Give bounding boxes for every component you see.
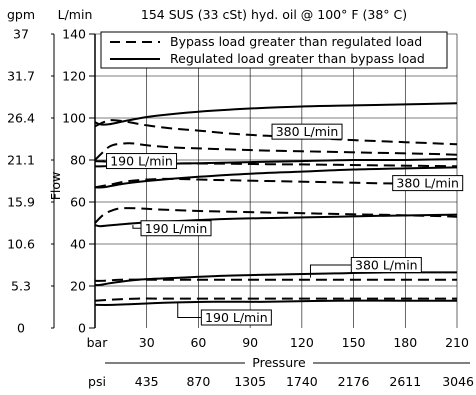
callout-box <box>200 309 272 326</box>
regulated-dominant-curve <box>94 271 458 287</box>
y-unit-secondary-label: gpm <box>7 7 35 22</box>
callout-label: 190 L/min <box>205 310 268 325</box>
y-tick-gpm-label: 37 <box>13 27 29 42</box>
legend-dashed-label: Bypass load greater than regulated load <box>170 34 422 49</box>
y-tick-label: 120 <box>62 69 86 84</box>
y-tick-label: 20 <box>70 279 86 294</box>
x-tick-label: 180 <box>393 335 417 350</box>
y-tick-label: 0 <box>78 321 86 336</box>
bypass-dominant-curve <box>94 297 457 302</box>
annotation-group: 380 L/min 190 L/min 380 L/min 190 L/min 380 … <box>103 123 464 326</box>
x-tick-psi-label: 435 <box>135 374 159 389</box>
legend: Bypass load greater than regulated load … <box>100 31 448 69</box>
callout-box <box>392 175 464 192</box>
x-tick-psi-label: 870 <box>186 374 210 389</box>
x-tick-psi-label: 2176 <box>338 374 370 389</box>
x-unit-secondary-label: psi <box>88 374 106 389</box>
legend-box <box>100 31 448 69</box>
x-unit-primary-label: bar <box>87 335 109 350</box>
y-tick-gpm-label: 10.6 <box>7 237 35 252</box>
y-axis-primary: 0 20 40 60 80 100 120 140 <box>62 27 95 336</box>
regulated-dominant-curve <box>94 299 457 306</box>
y-tick-gpm-label: 15.9 <box>7 195 35 210</box>
y-tick-label: 140 <box>62 27 86 42</box>
series-group <box>94 102 458 306</box>
callout-leader <box>132 225 142 229</box>
x-axis-primary: 30 60 90 120 150 180 210 <box>139 335 469 350</box>
y-tick-gpm-label: 0 <box>17 321 25 336</box>
x-tick-psi-label: 1305 <box>234 374 266 389</box>
y-axis-label: Flow <box>48 172 63 201</box>
x-axis-label: Pressure <box>252 355 306 370</box>
x-tick-psi-label: 3046 <box>442 374 474 389</box>
bypass-dominant-curve <box>94 119 458 146</box>
y-tick-gpm-label: 31.7 <box>7 69 35 84</box>
x-tick-label: 90 <box>242 335 258 350</box>
y-tick-label: 40 <box>70 237 86 252</box>
bypass-dominant-curve <box>94 177 458 189</box>
bypass-dominant-curve <box>94 207 458 224</box>
x-tick-label: 120 <box>290 335 314 350</box>
callout-label: 190 L/min <box>110 154 173 169</box>
y-tick-label: 60 <box>70 195 86 210</box>
callout-box <box>350 257 422 273</box>
y-tick-gpm-label: 21.1 <box>7 153 35 168</box>
chart-title: 154 SUS (33 cSt) hyd. oil @ 100° F (38° … <box>141 7 407 22</box>
x-axis-secondary: 435 870 1305 1740 2176 2611 3046 <box>135 374 474 389</box>
x-tick-label: 210 <box>445 335 469 350</box>
y-tick-label: 80 <box>70 153 86 168</box>
callout-label: 380 L/min <box>276 124 339 139</box>
bypass-dominant-curve <box>94 278 457 282</box>
callout-label: 380 L/min <box>355 258 418 273</box>
callout-leader <box>177 302 202 318</box>
x-tick-label: 60 <box>190 335 206 350</box>
x-tick-label: 30 <box>139 335 155 350</box>
y-tick-gpm-label: 5.3 <box>11 279 31 294</box>
regulated-dominant-curve <box>94 102 458 126</box>
callout-leader <box>309 264 352 278</box>
pressure-label-backdrop <box>245 355 313 371</box>
callout-box <box>140 220 212 237</box>
y-tick-label: 100 <box>62 111 86 126</box>
bypass-dominant-curve <box>94 142 458 161</box>
y-unit-primary-label: L/min <box>58 7 93 22</box>
callout-box <box>106 153 178 170</box>
x-tick-psi-label: 1740 <box>286 374 318 389</box>
x-tick-label: 150 <box>342 335 366 350</box>
bypass-dominant-curve <box>94 160 458 168</box>
callout-box <box>271 123 343 140</box>
regulated-dominant-curve <box>94 166 458 189</box>
legend-solid-label: Regulated load greater than bypass load <box>170 51 425 66</box>
regulated-dominant-curve <box>94 213 458 228</box>
callout-label: 190 L/min <box>145 221 208 236</box>
callout-label: 380 L/min <box>396 176 459 191</box>
y-tick-gpm-label: 26.4 <box>7 111 35 126</box>
x-tick-psi-label: 2611 <box>389 374 421 389</box>
callout-leader <box>103 160 107 162</box>
y-axis-secondary: 37 31.7 26.4 21.1 15.9 10.6 5.3 0 <box>7 27 55 336</box>
